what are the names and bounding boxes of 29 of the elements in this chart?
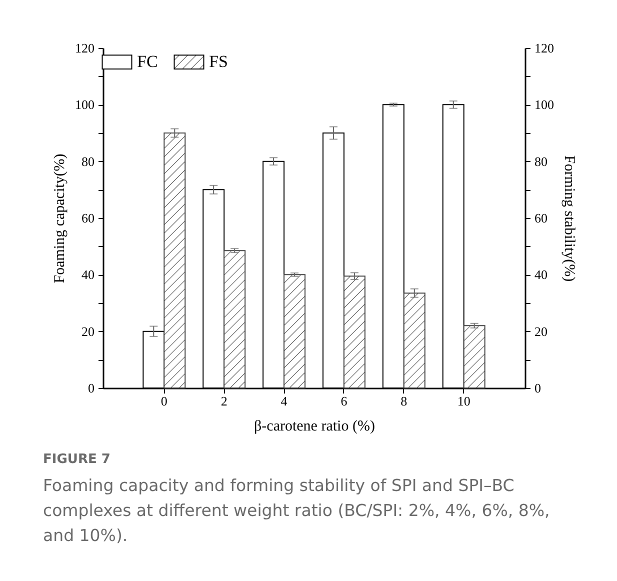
- x-tick-label: 0: [160, 394, 168, 408]
- x-tick-label: 6: [340, 394, 348, 408]
- y-tick-label: 20: [82, 324, 94, 339]
- bar: [463, 325, 486, 388]
- legend-label: FC: [137, 52, 158, 72]
- x-tick-label: 8: [400, 394, 408, 408]
- legend-label: FS: [209, 52, 228, 72]
- x-axis-title: β-carotene ratio (%): [254, 418, 375, 434]
- y2-tick-label: 120: [534, 40, 554, 56]
- bar: [164, 132, 186, 388]
- x-tick-label: 10: [457, 394, 470, 408]
- y2-tick-label: 100: [534, 97, 554, 112]
- caption: FIGURE 7: [43, 452, 112, 467]
- y2-tick-label: 80: [534, 154, 548, 169]
- x-tick-label: 2: [220, 394, 228, 408]
- y-axis-title: Foaming capacity(%): [52, 154, 68, 284]
- y2-tick-label: 0: [534, 380, 541, 396]
- y-tick-label: 0: [88, 380, 94, 396]
- y-tick-label: 120: [75, 40, 94, 56]
- y2-tick-label: 40: [534, 267, 548, 282]
- y-tick-label: 100: [75, 97, 94, 112]
- y-tick-label: 40: [82, 267, 94, 282]
- y-tick-label: 80: [82, 154, 94, 169]
- y2-tick-label: 60: [534, 210, 548, 226]
- y2-axis-title: Forming stability(%): [561, 155, 577, 282]
- x-tick-label: 4: [280, 394, 288, 408]
- y-tick-label: 60: [82, 210, 94, 226]
- y2-tick-label: 20: [534, 324, 548, 339]
- text: Foaming capacity and forming stability of SPI and SPI–BC complexes at different weight ratio (BC/SPI: 2%, 4%, 6%, 8%, and 10%).: [43, 475, 551, 547]
